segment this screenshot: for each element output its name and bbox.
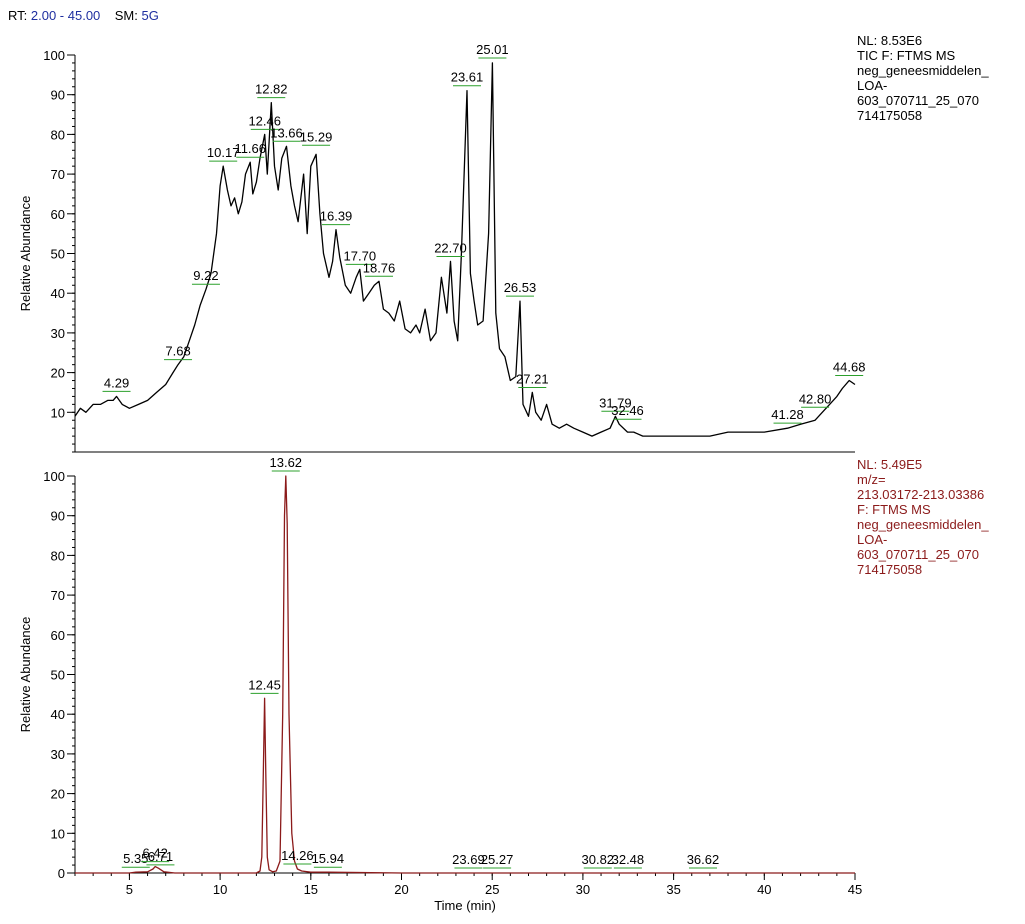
info-line: 714175058 [857, 562, 923, 577]
y-tick-label: 100 [43, 48, 65, 63]
y-tick-label: 60 [51, 207, 65, 222]
x-tick-label: 10 [213, 882, 227, 897]
peak-label: 15.94 [312, 851, 345, 866]
x-tick-label: 45 [848, 882, 862, 897]
y-tick-label: 90 [51, 88, 65, 103]
x-tick-label: 15 [304, 882, 318, 897]
x-tick-label: 40 [757, 882, 771, 897]
x-tick-label: 5 [126, 882, 133, 897]
y-tick-label: 80 [51, 548, 65, 563]
x-tick-label: 20 [394, 882, 408, 897]
peak-label: 12.46 [248, 113, 281, 128]
peak-label: 31.79 [599, 395, 632, 410]
peak-label: 17.70 [344, 248, 377, 263]
y-tick-label: 70 [51, 167, 65, 182]
info-line: 603_070711_25_070 [857, 93, 979, 108]
peak-label: 14.26 [281, 848, 314, 863]
info-line: NL: 5.49E5 [857, 457, 923, 472]
peak-label: 27.21 [516, 371, 549, 386]
y-tick-label: 10 [51, 826, 65, 841]
y-tick-label: 10 [51, 405, 65, 420]
peak-label: 12.82 [255, 82, 288, 97]
info-line: neg_geneesmiddelen_ [857, 63, 989, 78]
x-tick-label: 30 [576, 882, 590, 897]
info-line: F: FTMS MS [857, 502, 931, 517]
peak-label: 9.22 [193, 268, 218, 283]
y-tick-label: 50 [51, 247, 65, 262]
info-line: LOA- [857, 532, 888, 547]
peak-label: 22.70 [434, 240, 467, 255]
header: RT: 2.00 - 45.00 SM: 5G [8, 8, 159, 23]
info-line: 603_070711_25_070 [857, 547, 979, 562]
peak-label: 23.61 [451, 70, 484, 85]
info-line: TIC F: FTMS MS [857, 48, 956, 63]
sm-value: 5G [141, 8, 159, 23]
tic-trace-line [74, 62, 856, 437]
info-line: neg_geneesmiddelen_ [857, 517, 989, 532]
peak-label: 6.42 [143, 846, 168, 861]
peak-label: 23.69 [452, 852, 485, 867]
rt-range: 2.00 - 45.00 [30, 8, 101, 23]
info-line: LOA- [857, 78, 888, 93]
peak-label: 18.76 [363, 260, 396, 275]
peak-label: 42.80 [799, 391, 832, 406]
x-tick-label: 25 [485, 882, 499, 897]
y-tick-label: 90 [51, 509, 65, 524]
peak-label: 10.17 [207, 145, 240, 160]
rt-label: RT: [8, 8, 28, 23]
info-line: m/z= [857, 472, 886, 487]
peak-label: 13.66 [270, 125, 303, 140]
sm-label: SM: [114, 8, 138, 23]
y-tick-label: 70 [51, 588, 65, 603]
y-tick-label: 0 [58, 866, 65, 881]
peak-label: 13.62 [270, 455, 303, 470]
info-line: 213.03172-213.03386 [857, 487, 985, 502]
peak-label: 7.68 [165, 344, 190, 359]
peak-label: 15.29 [300, 129, 333, 144]
y-axis-label: Relative Abundance [18, 617, 33, 733]
peak-label: 4.29 [104, 375, 129, 390]
mz-trace-line [75, 475, 855, 874]
y-tick-label: 80 [51, 127, 65, 142]
y-tick-label: 40 [51, 707, 65, 722]
x-axis-label: Time (min) [434, 898, 496, 913]
info-line: NL: 8.53E6 [857, 33, 923, 48]
peak-label: 32.48 [612, 852, 645, 867]
peak-label: 11.66 [234, 141, 266, 156]
peak-label: 44.68 [833, 360, 866, 375]
y-tick-label: 30 [51, 747, 65, 762]
x-tick-label: 35 [666, 882, 680, 897]
peak-label: 6.71 [148, 849, 173, 864]
y-axis-label: Relative Abundance [18, 196, 33, 312]
y-tick-label: 40 [51, 286, 65, 301]
peak-label: 16.39 [320, 209, 353, 224]
y-tick-label: 100 [43, 469, 65, 484]
y-tick-label: 20 [51, 366, 65, 381]
peak-label: 26.53 [504, 280, 537, 295]
peak-label: 36.62 [687, 852, 720, 867]
peak-label: 25.27 [481, 852, 514, 867]
bottom-trace-info: NL: 5.49E5 m/z= 213.03172-213.03386 F: FTMS… [857, 457, 989, 577]
peak-label: 30.82 [582, 852, 615, 867]
peak-label: 32.46 [611, 403, 644, 418]
top-trace-info: NL: 8.53E6 TIC F: FTMS MS neg_geneesmiddel… [857, 33, 989, 123]
y-tick-label: 60 [51, 628, 65, 643]
peak-label: 41.28 [771, 407, 804, 422]
y-tick-label: 30 [51, 326, 65, 341]
info-line: 714175058 [857, 108, 923, 123]
peak-label: 25.01 [476, 42, 509, 57]
peak-label: 12.45 [248, 677, 281, 692]
y-tick-label: 50 [51, 668, 65, 683]
peak-label: 5.35 [123, 851, 148, 866]
y-tick-label: 20 [51, 787, 65, 802]
